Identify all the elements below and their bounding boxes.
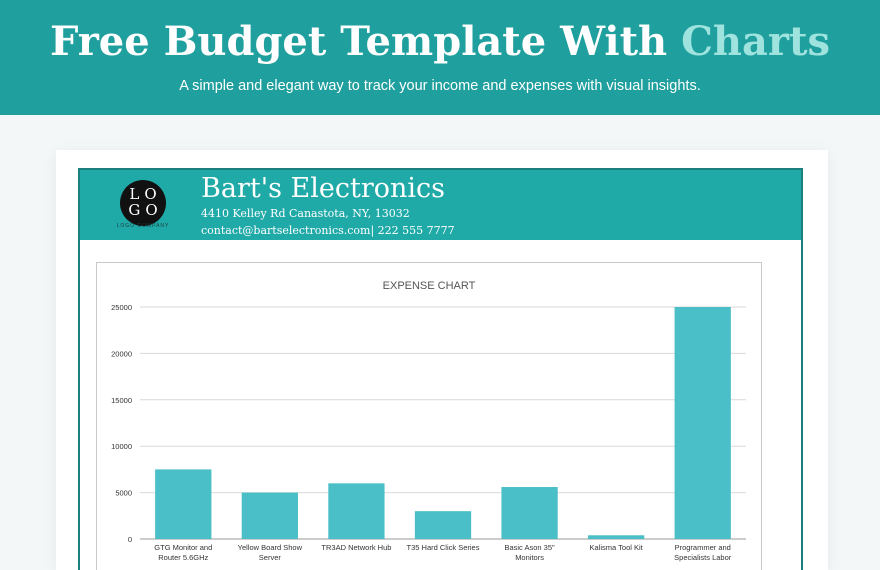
x-tick-label: TR3AD Network Hub — [321, 543, 391, 552]
logo-caption: LOGO COMPANY — [116, 223, 170, 229]
x-tick-label: Kalisma Tool Kit — [590, 543, 644, 552]
y-tick-label: 25000 — [111, 303, 132, 312]
banner-title-accent: Charts — [681, 18, 830, 65]
banner-subtitle: A simple and elegant way to track your i… — [179, 78, 701, 94]
logo-text-top: LO — [129, 185, 162, 203]
bar — [414, 511, 472, 539]
company-address: 4410 Kelley Rd Canastota, NY, 13032 — [201, 207, 410, 220]
x-tick-label: Programmer and Specialists Labor — [674, 543, 732, 562]
company-name: Bart's Electronics — [201, 173, 446, 204]
bar — [328, 483, 385, 539]
banner-title: Free Budget Template With Charts — [0, 14, 880, 70]
company-logo: LO GO — [120, 180, 166, 226]
bar — [155, 469, 212, 539]
bar — [501, 487, 558, 539]
bar — [674, 307, 731, 539]
banner-title-main: Free Budget Template With — [50, 18, 668, 65]
x-tick-label: Yellow Board Show Server — [238, 543, 303, 562]
chart-title: EXPENSE CHART — [383, 280, 476, 292]
company-contact: contact@bartselectronics.com| 222 555 77… — [201, 224, 455, 237]
expense-chart: EXPENSE CHART 0 5000 10000 15000 20000 25000 G… — [111, 280, 746, 562]
y-tick-label: 10000 — [111, 442, 132, 451]
y-tick-label: 20000 — [111, 349, 132, 358]
page-banner: Free Budget Template With Charts A simpl… — [0, 0, 880, 115]
bar — [588, 535, 645, 539]
y-tick-label: 5000 — [115, 489, 132, 498]
sheet-header: LO GO LOGO COMPANY Bart's Electronics 44… — [80, 170, 801, 240]
bar — [241, 492, 298, 539]
x-tick-label: Basic Ason 35" Monitors — [504, 543, 555, 562]
x-tick-label: GTG Monitor and Router 5.6GHz — [154, 543, 212, 562]
y-tick-label: 0 — [128, 535, 132, 544]
y-tick-label: 15000 — [111, 396, 132, 405]
logo-text-bottom: GO — [128, 201, 163, 219]
x-tick-label: T35 Hard Click Series — [407, 543, 480, 552]
